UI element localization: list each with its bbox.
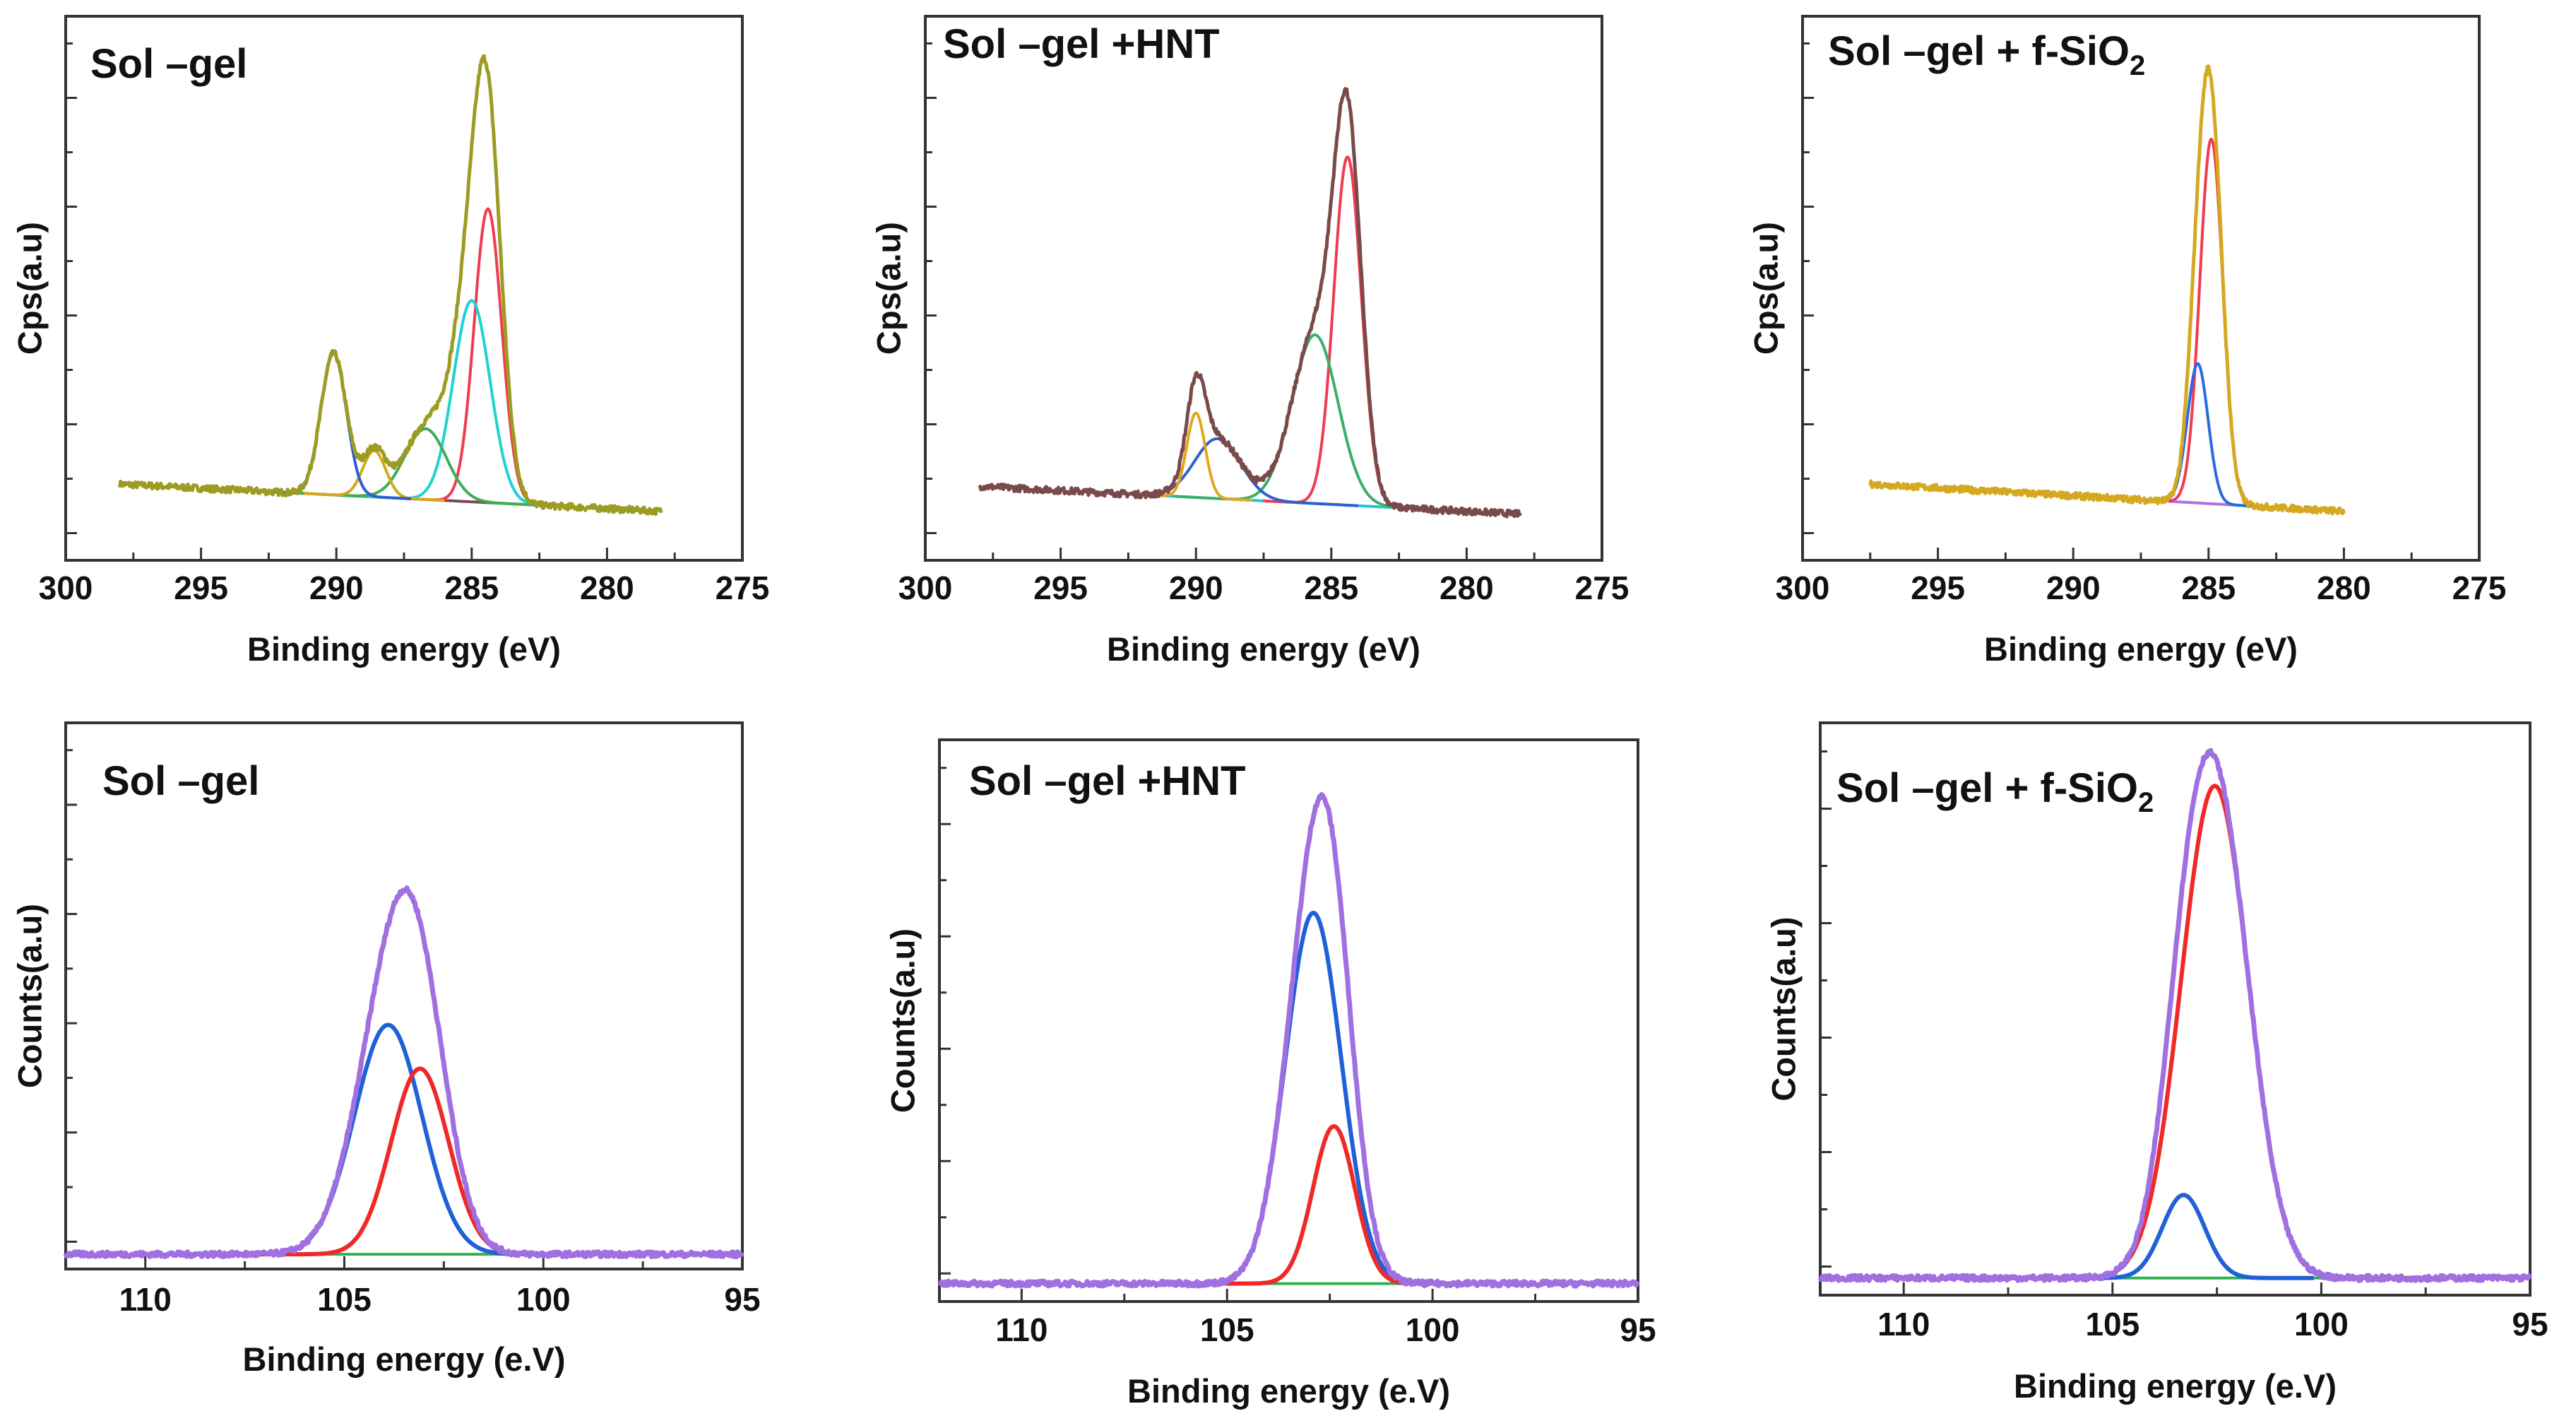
component-peak-2 bbox=[1206, 1123, 1462, 1286]
x-axis-label: Binding energy (eV) bbox=[1107, 630, 1420, 668]
component-peak-1 bbox=[2008, 783, 2421, 1280]
component-peak-2 bbox=[2134, 362, 2262, 508]
plot-frame bbox=[1801, 15, 2481, 562]
envelope-curve bbox=[1817, 748, 2532, 1283]
x-tick-label: 290 bbox=[1169, 570, 1223, 606]
x-tick-label: 95 bbox=[724, 1281, 760, 1318]
chart-panel-2: 300 295 290 285 280 275 Binding energy (eV) Cps… bbox=[870, 15, 1630, 668]
y-axis-label: Counts(a.u) bbox=[11, 904, 49, 1088]
panel-title-text: Sol –gel + f-SiO bbox=[1836, 765, 2138, 811]
x-tick-label: 105 bbox=[1200, 1311, 1254, 1348]
x-tick-label: 100 bbox=[516, 1281, 571, 1318]
panel-title-text: Sol –gel +HNT bbox=[943, 21, 1220, 67]
y-axis-label: Cps(a.u) bbox=[1747, 222, 1785, 355]
x-axis-label: Binding energy (e.V) bbox=[243, 1340, 566, 1378]
x-tick-label: 110 bbox=[119, 1281, 172, 1318]
envelope-curve bbox=[1868, 64, 2346, 516]
x-tick-label: 110 bbox=[995, 1311, 1047, 1348]
component-peak-2 bbox=[2053, 1193, 2314, 1280]
x-axis-label: Binding energy (eV) bbox=[1984, 630, 2298, 668]
x-tick-label: 285 bbox=[2181, 570, 2236, 606]
x-tick-label: 300 bbox=[39, 570, 93, 606]
chart-panel-3: 300 295 290 285 280 275 Binding energy (eV) Cps… bbox=[1747, 15, 2507, 668]
x-tick-label: 290 bbox=[2046, 570, 2101, 606]
chart-panel-4: 110 105 100 95 Binding energy (e.V) Counts(a.… bbox=[11, 721, 761, 1378]
y-axis-label: Counts(a.u) bbox=[884, 928, 922, 1113]
x-tick-label: 285 bbox=[1304, 570, 1358, 606]
x-axis-label: Binding energy (eV) bbox=[247, 630, 561, 668]
x-tick-label: 275 bbox=[716, 570, 770, 606]
x-tick-label: 275 bbox=[2452, 570, 2507, 606]
y-axis-label: Cps(a.u) bbox=[870, 222, 908, 355]
panel-title-text: Sol –gel + f-SiO bbox=[1828, 28, 2130, 74]
y-axis-label: Counts(a.u) bbox=[1765, 916, 1803, 1101]
x-tick-label: 290 bbox=[309, 570, 364, 606]
x-tick-label: 285 bbox=[444, 570, 499, 606]
x-tick-label: 110 bbox=[1877, 1306, 1930, 1343]
x-tick-label: 105 bbox=[2085, 1306, 2139, 1343]
x-tick-label: 275 bbox=[1575, 570, 1630, 606]
chart-panel-1: 300 295 290 285 280 275 Binding energy (eV) Cps… bbox=[11, 15, 770, 668]
x-axis-label: Binding energy (e.V) bbox=[2014, 1367, 2337, 1405]
component-peak-1 bbox=[1263, 155, 1432, 512]
x-tick-label: 100 bbox=[1406, 1311, 1460, 1348]
panel-title: Sol –gel +HNT bbox=[969, 758, 1246, 804]
chart-panel-6: 110 105 100 95 Binding energy (e.V) Counts(a.… bbox=[1765, 721, 2548, 1405]
y-axis-label: Cps(a.u) bbox=[11, 222, 49, 355]
component-peak-1 bbox=[1142, 910, 1485, 1286]
x-tick-label: 295 bbox=[1033, 570, 1088, 606]
panel-title-text: Sol –gel bbox=[102, 758, 259, 804]
x-axis-label: Binding energy (e.V) bbox=[1127, 1372, 1450, 1410]
plot-frame bbox=[1819, 721, 2532, 1297]
panel-title: Sol –gel + f-SiO2 bbox=[1828, 28, 2145, 81]
x-tick-label: 105 bbox=[317, 1281, 372, 1318]
x-tick-label: 295 bbox=[1911, 570, 1965, 606]
x-tick-label: 280 bbox=[2317, 570, 2371, 606]
plot-frame bbox=[64, 721, 744, 1270]
x-tick-label: 280 bbox=[1440, 570, 1494, 606]
component-peak-2 bbox=[244, 1066, 596, 1257]
envelope-curve bbox=[118, 54, 663, 517]
x-tick-label: 280 bbox=[580, 570, 634, 606]
panel-title: Sol –gel + f-SiO2 bbox=[1836, 765, 2154, 818]
panel-title-text: Sol –gel +HNT bbox=[969, 758, 1246, 804]
x-tick-label: 95 bbox=[2512, 1306, 2548, 1343]
envelope-curve bbox=[978, 87, 1523, 519]
envelope-curve bbox=[63, 885, 744, 1260]
panel-title-text: Sol –gel bbox=[90, 41, 247, 87]
panel-title: Sol –gel bbox=[102, 758, 259, 804]
x-tick-label: 300 bbox=[1776, 570, 1830, 606]
x-tick-label: 295 bbox=[174, 570, 228, 606]
chart-panel-5: 110 105 100 95 Binding energy (e.V) Counts(a.… bbox=[884, 738, 1656, 1410]
panel-title: Sol –gel bbox=[90, 41, 247, 87]
panel-title-subscript: 2 bbox=[2130, 50, 2145, 81]
x-tick-label: 100 bbox=[2294, 1306, 2349, 1343]
x-tick-label: 300 bbox=[898, 570, 953, 606]
panel-title: Sol –gel +HNT bbox=[943, 21, 1220, 67]
plot-frame bbox=[64, 15, 744, 562]
component-peak-1 bbox=[181, 1022, 595, 1257]
plot-frame bbox=[938, 738, 1639, 1303]
x-tick-label: 95 bbox=[1620, 1311, 1656, 1348]
panel-title-subscript: 2 bbox=[2138, 787, 2154, 818]
envelope-curve bbox=[937, 792, 1640, 1289]
